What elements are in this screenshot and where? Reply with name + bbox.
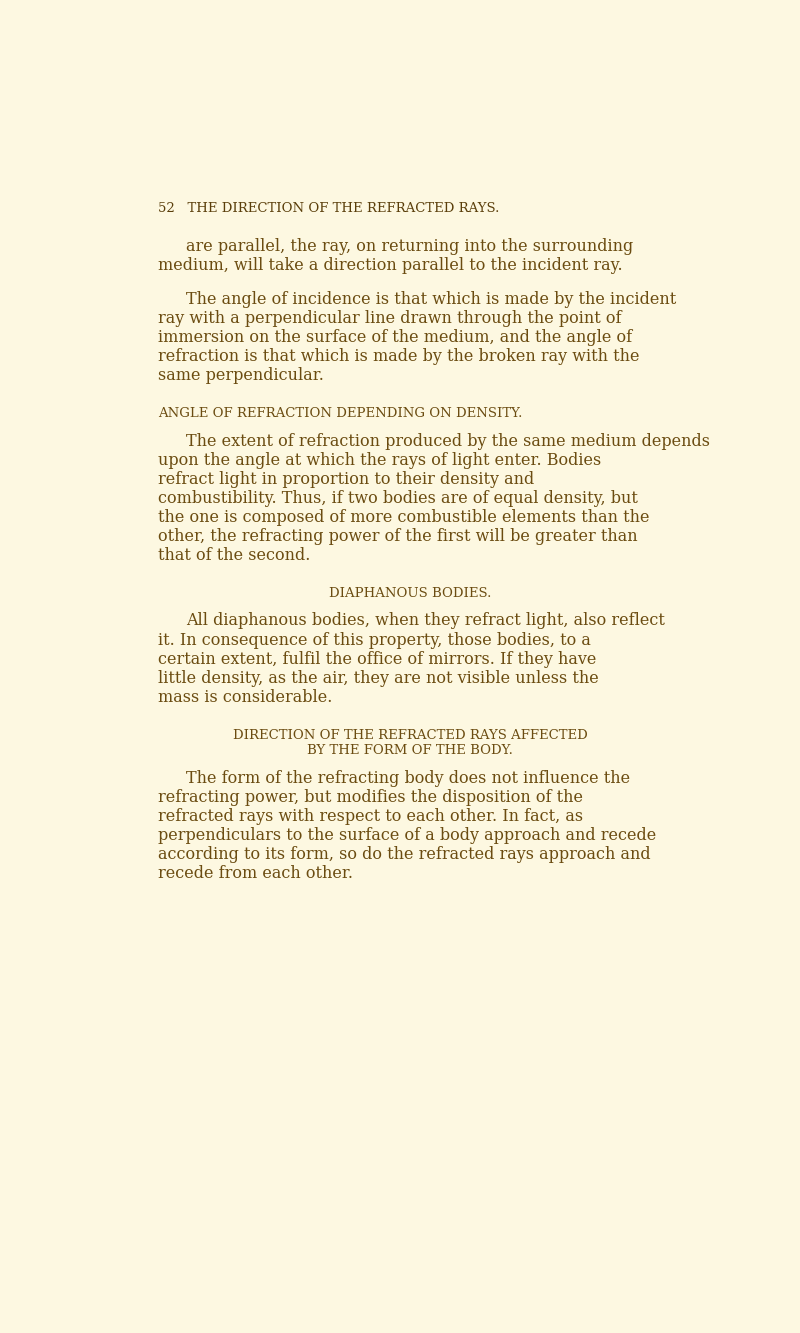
Text: immersion on the surface of the medium, and the angle of: immersion on the surface of the medium, … bbox=[158, 329, 632, 345]
Text: The form of the refracting body does not influence the: The form of the refracting body does not… bbox=[186, 770, 630, 786]
Text: DIRECTION OF THE REFRACTED RAYS AFFECTED: DIRECTION OF THE REFRACTED RAYS AFFECTED bbox=[233, 729, 587, 741]
Text: refracting power, but modifies the disposition of the: refracting power, but modifies the dispo… bbox=[158, 789, 583, 806]
Text: All diaphanous bodies, when they refract light, also reflect: All diaphanous bodies, when they refract… bbox=[186, 612, 665, 629]
Text: recede from each other.: recede from each other. bbox=[158, 865, 353, 882]
Text: BY THE FORM OF THE BODY.: BY THE FORM OF THE BODY. bbox=[307, 744, 513, 757]
Text: medium, will take a direction parallel to the incident ray.: medium, will take a direction parallel t… bbox=[158, 257, 622, 275]
Text: it. In consequence of this property, those bodies, to a: it. In consequence of this property, tho… bbox=[158, 632, 591, 649]
Text: according to its form, so do the refracted rays approach and: according to its form, so do the refract… bbox=[158, 846, 650, 864]
Text: 52   THE DIRECTION OF THE REFRACTED RAYS.: 52 THE DIRECTION OF THE REFRACTED RAYS. bbox=[158, 203, 499, 216]
Text: certain extent, fulfil the office of mirrors. If they have: certain extent, fulfil the office of mir… bbox=[158, 651, 597, 668]
Text: perpendiculars to the surface of a body approach and recede: perpendiculars to the surface of a body … bbox=[158, 828, 656, 844]
Text: little density, as the air, they are not visible unless the: little density, as the air, they are not… bbox=[158, 669, 599, 686]
Text: The angle of incidence is that which is made by the incident: The angle of incidence is that which is … bbox=[186, 291, 676, 308]
Text: that of the second.: that of the second. bbox=[158, 547, 310, 564]
Text: refract light in proportion to their density and: refract light in proportion to their den… bbox=[158, 471, 534, 488]
Text: The extent of refraction produced by the same medium depends: The extent of refraction produced by the… bbox=[186, 433, 710, 449]
Text: ANGLE OF REFRACTION DEPENDING ON DENSITY.: ANGLE OF REFRACTION DEPENDING ON DENSITY… bbox=[158, 407, 522, 420]
Text: ray with a perpendicular line drawn through the point of: ray with a perpendicular line drawn thro… bbox=[158, 309, 622, 327]
Text: the one is composed of more combustible elements than the: the one is composed of more combustible … bbox=[158, 509, 650, 525]
Text: mass is considerable.: mass is considerable. bbox=[158, 689, 333, 705]
Text: other, the refracting power of the first will be greater than: other, the refracting power of the first… bbox=[158, 528, 638, 545]
Text: DIAPHANOUS BODIES.: DIAPHANOUS BODIES. bbox=[329, 587, 491, 600]
Text: refracted rays with respect to each other. In fact, as: refracted rays with respect to each othe… bbox=[158, 808, 583, 825]
Text: are parallel, the ray, on returning into the surrounding: are parallel, the ray, on returning into… bbox=[186, 237, 634, 255]
Text: upon the angle at which the rays of light enter. Bodies: upon the angle at which the rays of ligh… bbox=[158, 452, 602, 469]
Text: refraction is that which is made by the broken ray with the: refraction is that which is made by the … bbox=[158, 348, 640, 365]
Text: same perpendicular.: same perpendicular. bbox=[158, 367, 324, 384]
Text: combustibility. Thus, if two bodies are of equal density, but: combustibility. Thus, if two bodies are … bbox=[158, 489, 638, 507]
